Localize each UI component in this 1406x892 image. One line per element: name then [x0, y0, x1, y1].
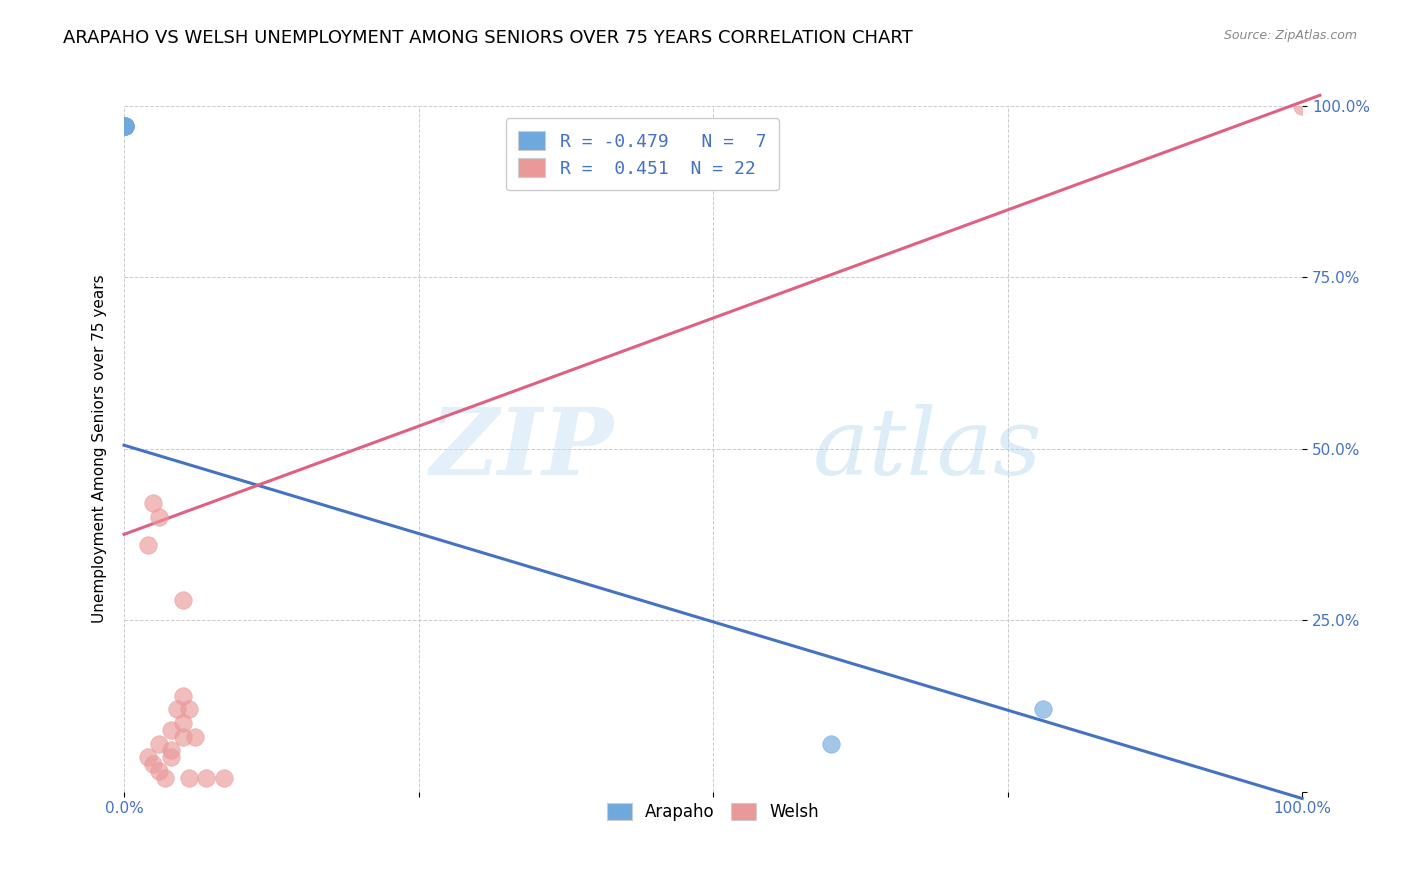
- Point: [142, 757, 165, 772]
- Point: [114, 119, 136, 133]
- Point: [195, 771, 218, 785]
- Point: [155, 771, 177, 785]
- Point: [160, 723, 183, 737]
- Point: [820, 737, 842, 751]
- Text: ZIP: ZIP: [429, 403, 613, 493]
- Point: [114, 119, 136, 133]
- Point: [114, 119, 136, 133]
- Point: [148, 737, 170, 751]
- Point: [177, 702, 200, 716]
- Y-axis label: Unemployment Among Seniors over 75 years: Unemployment Among Seniors over 75 years: [93, 275, 107, 623]
- Point: [160, 743, 183, 757]
- Text: ARAPAHO VS WELSH UNEMPLOYMENT AMONG SENIORS OVER 75 YEARS CORRELATION CHART: ARAPAHO VS WELSH UNEMPLOYMENT AMONG SENI…: [63, 29, 912, 47]
- Point: [177, 771, 200, 785]
- Point: [142, 496, 165, 510]
- Point: [136, 750, 159, 764]
- Point: [1032, 702, 1054, 716]
- Point: [172, 592, 194, 607]
- Point: [136, 538, 159, 552]
- Point: [172, 716, 194, 731]
- Text: atlas: atlas: [813, 403, 1043, 493]
- Point: [148, 510, 170, 524]
- Point: [148, 764, 170, 778]
- Point: [172, 730, 194, 744]
- Point: [114, 119, 136, 133]
- Point: [183, 730, 205, 744]
- Point: [172, 689, 194, 703]
- Point: [166, 702, 188, 716]
- Point: [160, 750, 183, 764]
- Text: Source: ZipAtlas.com: Source: ZipAtlas.com: [1223, 29, 1357, 43]
- Legend: Arapaho, Welsh: Arapaho, Welsh: [600, 797, 827, 828]
- Point: [1291, 98, 1313, 112]
- Point: [212, 771, 235, 785]
